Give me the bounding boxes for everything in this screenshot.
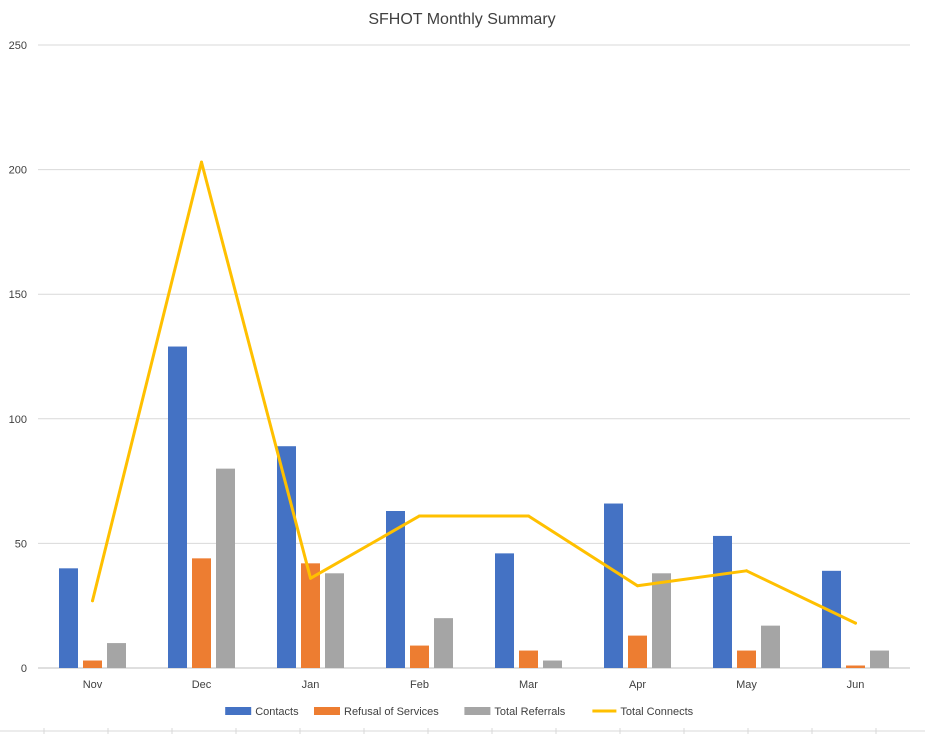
legend-label: Refusal of Services [344,706,439,718]
bar-total-referrals-jun [870,650,889,668]
bar-refusal-of-services-apr [628,635,647,668]
x-tick-label: Apr [629,679,646,691]
bar-contacts-mar [495,553,514,668]
bar-total-referrals-dec [216,468,235,668]
x-tick-label: Mar [519,679,538,691]
legend-label: Total Connects [620,706,693,718]
x-tick-label: Jun [847,679,865,691]
line-point-mar [527,514,530,518]
x-tick-label: Jan [302,679,320,691]
bar-total-referrals-may [761,625,780,668]
y-tick-label: 0 [21,663,27,675]
bar-contacts-apr [604,503,623,668]
legend-swatch [464,707,491,715]
bar-contacts-dec [168,346,187,668]
legend-item-refusal-of-services: Refusal of Services [314,706,439,718]
bottom-edge-ticks [0,728,925,734]
y-tick-label: 50 [15,538,27,550]
bar-refusal-of-services-feb [410,645,429,668]
bar-refusal-of-services-jun [846,665,865,668]
line-point-dec [200,160,203,164]
legend-swatch [225,707,252,715]
bar-total-referrals-nov [107,643,126,668]
bar-contacts-may [713,535,732,668]
bar-refusal-of-services-nov [83,660,102,668]
y-tick-label: 200 [9,165,27,177]
bar-total-referrals-feb [434,618,453,668]
line-point-feb [418,514,421,518]
bar-total-referrals-jan [325,573,344,668]
line-total-connects [91,160,857,625]
line-point-apr [636,584,639,588]
bar-contacts-jun [822,570,841,668]
legend-label: Contacts [255,706,299,718]
legend-item-contacts: Contacts [225,706,299,718]
legend-label: Total Referrals [494,706,565,718]
bar-refusal-of-services-mar [519,650,538,668]
line-series [91,160,857,625]
line-point-jun [854,621,857,625]
x-tick-label: Nov [83,679,103,691]
bars [59,346,889,668]
bar-total-referrals-mar [543,660,562,668]
x-tick-label: Dec [192,679,212,691]
line-point-may [745,569,748,573]
x-tick-label: May [736,679,757,691]
y-tick-label: 150 [9,289,27,301]
line-point-nov [91,599,94,603]
legend-swatch [314,707,340,715]
y-tick-label: 250 [9,40,27,52]
legend-item-total-referrals: Total Referrals [464,706,566,718]
bar-refusal-of-services-dec [192,558,211,668]
legend: Contacts Refusal of Services Total Referra… [225,706,694,718]
line-point-jan [309,576,312,580]
bar-total-referrals-apr [652,573,671,668]
bar-refusal-of-services-jan [301,563,320,668]
chart-title: SFHOT Monthly Summary [368,11,555,28]
legend-item-total-connects: Total Connects [592,706,694,718]
x-axis-ticks: Nov Dec Jan Feb Mar Apr May Jun [83,679,865,691]
x-tick-label: Feb [410,679,429,691]
bar-contacts-jan [277,446,296,668]
bar-contacts-feb [386,511,405,668]
bar-refusal-of-services-may [737,650,756,668]
y-axis-ticks: 0 50 100 150 200 250 [9,40,27,675]
bar-contacts-nov [59,568,78,668]
y-tick-label: 100 [9,414,27,426]
